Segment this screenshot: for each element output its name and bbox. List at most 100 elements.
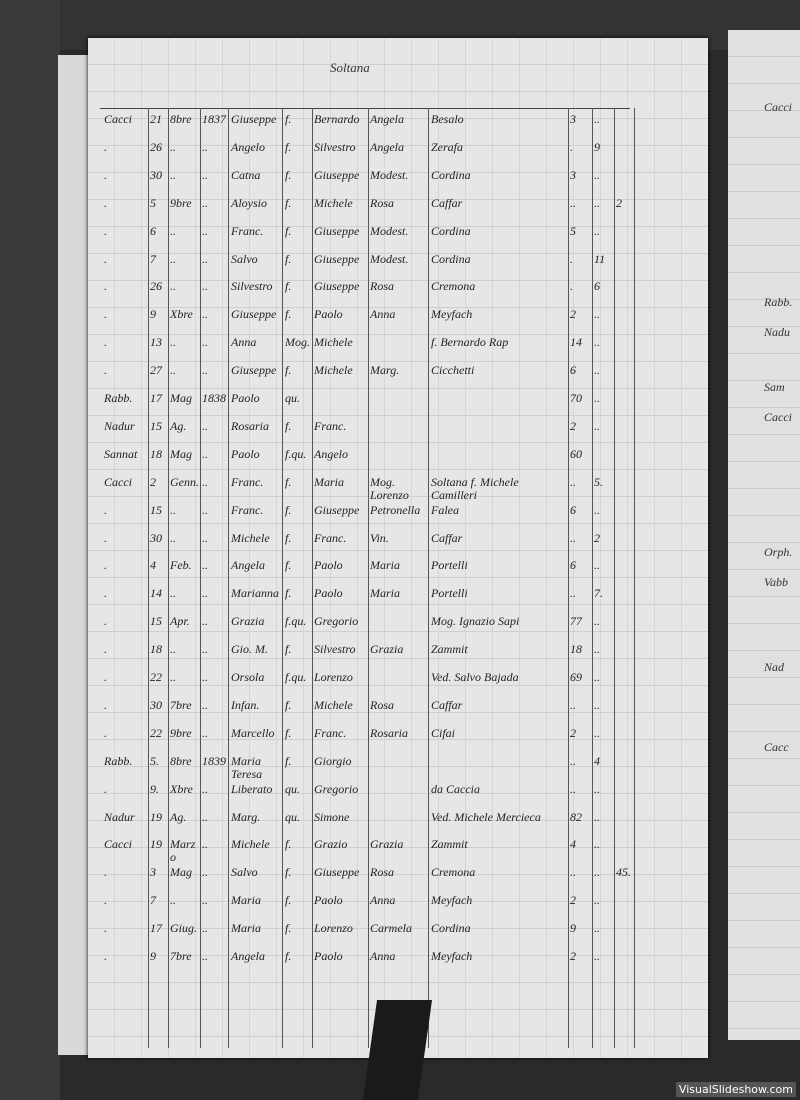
cell-day: 22 <box>150 725 162 740</box>
cell-day: 18 <box>150 642 162 657</box>
cell-age-years: 2 <box>570 893 576 908</box>
cell-day: 15 <box>150 502 162 517</box>
cell-place: . <box>104 670 107 684</box>
table-row: Nadur 15 Ag... Rosaria f. Franc. 2.. <box>0 418 800 447</box>
cell-month: 9bre <box>170 195 192 210</box>
cell-relation: f.qu. <box>285 670 307 684</box>
cell-month: Genn. <box>170 474 199 489</box>
cell-day: 5. <box>150 753 159 768</box>
table-row: . 17 Giug... Maria f. Lorenzo Carmela Cordina 9.… <box>0 922 800 949</box>
cell-age-months: 6 <box>594 279 600 294</box>
cell-relation: f. <box>285 363 292 378</box>
cell-name: Salvo <box>231 865 258 880</box>
cell-name: Infan. <box>231 697 260 712</box>
column-rule <box>200 108 201 1048</box>
cell-surname: Meyfach <box>431 949 473 963</box>
cell-name: Franc. <box>231 474 264 489</box>
table-row: . 9 Xbre.. Giuseppe f. Paolo Anna Meyfach 2.. <box>0 308 800 335</box>
cell-day: 18 <box>150 446 162 461</box>
cell-year: .. <box>202 418 208 433</box>
facing-page-text: Cacci <box>764 100 792 114</box>
cell-mother: Carmela <box>370 921 412 936</box>
cell-relation: f.qu. <box>285 446 307 461</box>
cell-month: .. <box>170 139 176 154</box>
cell-month: Feb. <box>170 558 192 573</box>
cell-relation: f. <box>285 474 292 489</box>
cell-name: Marg. <box>231 809 261 824</box>
cell-surname: Ved. Michele Mercieca <box>431 809 541 824</box>
cell-age-months: .. <box>594 418 600 433</box>
cell-year: .. <box>202 586 208 601</box>
cell-surname: Caffar <box>431 530 463 545</box>
cell-relation: f. <box>285 865 292 880</box>
cell-age-years: 4 <box>570 837 576 852</box>
cell-father: Giuseppe <box>314 279 360 294</box>
cell-place: Cacci <box>104 837 132 852</box>
cell-age-years: 5 <box>570 223 576 238</box>
facing-page-text: Cacc <box>764 740 789 754</box>
cell-relation: f. <box>285 195 292 210</box>
table-row: . 26.... Angelo f. Silvestro Angela Zerafa. 9 <box>0 139 800 168</box>
cell-place: . <box>104 307 107 322</box>
cell-year: .. <box>202 474 208 489</box>
table-row: . 9. Xbre.. Liberato qu. Gregorio da Caccia...… <box>0 781 800 810</box>
cell-place: Nadur <box>104 809 135 824</box>
cell-day: 15 <box>150 614 162 629</box>
cell-mother: Modest. <box>370 223 409 238</box>
cell-surname: Cremona <box>431 865 476 880</box>
cell-name: Franc. <box>231 502 264 517</box>
table-row: . 22.... Orsola f.qu. Lorenzo Ved. Salvo Baja… <box>0 671 800 698</box>
cell-mother: Rosaria <box>370 725 409 740</box>
cell-relation: f. <box>285 893 292 908</box>
cell-surname: Meyfach <box>431 893 473 908</box>
cell-name: Paolo <box>231 391 260 405</box>
cell-father: Gregorio <box>314 781 359 796</box>
column-rule <box>228 108 229 1048</box>
facing-page-text: Vabb <box>764 575 788 589</box>
cell-age-months: .. <box>594 195 600 210</box>
cell-name: Franc. <box>231 223 264 238</box>
cell-place: Nadur <box>104 418 135 433</box>
cell-age-months: .. <box>594 893 600 908</box>
cell-year: .. <box>202 949 208 963</box>
cell-relation: f. <box>285 642 292 657</box>
cell-mother: Maria <box>370 558 400 573</box>
cell-relation: f. <box>285 921 292 936</box>
cell-month: .. <box>170 893 176 908</box>
cell-relation: f. <box>285 139 292 154</box>
cell-age-years: 2 <box>570 949 576 963</box>
cell-day: 9. <box>150 781 159 796</box>
cell-age-months: .. <box>594 391 600 405</box>
cell-year: .. <box>202 530 208 545</box>
cell-age-months: .. <box>594 335 600 350</box>
cell-father: Paolo <box>314 893 343 908</box>
column-rule <box>428 108 429 1048</box>
cell-age-months: .. <box>594 949 600 963</box>
cell-name: Rosaria <box>231 418 270 433</box>
facing-page-text: Sam <box>764 380 785 394</box>
cell-relation: f. <box>285 753 292 768</box>
cell-month: .. <box>170 223 176 238</box>
cell-mother: Anna <box>370 893 396 908</box>
table-row: Rabb. 17 Mag 1838 Paolo qu. 70.. <box>0 392 800 419</box>
cell-day: 7 <box>150 893 156 908</box>
cell-father: Michele <box>314 195 353 210</box>
cell-father: Giuseppe <box>314 865 360 880</box>
cell-day: 9 <box>150 949 156 963</box>
cell-age-years: . <box>570 139 573 154</box>
cell-place: . <box>104 781 107 796</box>
cell-father: Maria <box>314 474 344 489</box>
cell-day: 27 <box>150 363 162 378</box>
cell-name: Giuseppe <box>231 363 277 378</box>
cell-place: . <box>104 586 107 601</box>
cell-age-months: .. <box>594 614 600 629</box>
cell-father: Gregorio <box>314 614 359 629</box>
cell-father: Grazio <box>314 837 348 852</box>
cell-name: Orsola <box>231 670 265 684</box>
cell-father: Giuseppe <box>314 223 360 238</box>
cell-relation: f. <box>285 418 292 433</box>
cell-month: 8bre <box>170 753 192 768</box>
cell-name: Maria <box>231 921 261 936</box>
cell-father: Franc. <box>314 418 347 433</box>
table-row: . 15.... Franc. f. Giuseppe Petronella Falea 6.… <box>0 502 800 531</box>
